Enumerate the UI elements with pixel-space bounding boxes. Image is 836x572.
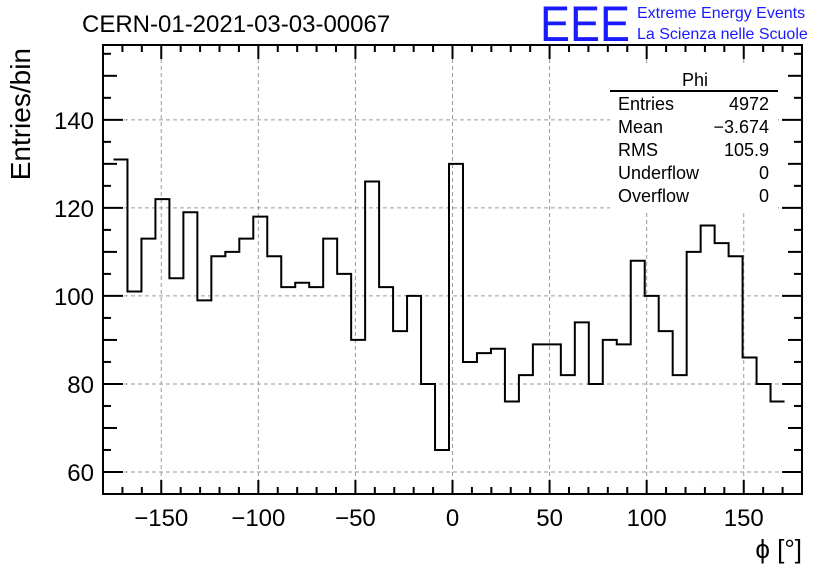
stats-row-label: Underflow: [618, 163, 700, 183]
stats-row-label: Overflow: [618, 186, 690, 206]
x-tick-label: 150: [724, 505, 764, 532]
stats-row-value: −3.674: [713, 117, 769, 137]
axis-tick-labels: −150 −100 −50 0 50 100 150 60 80 100 120 140: [54, 108, 764, 532]
eee-logo: EEE Extreme Energy Events La Scienza nel…: [540, 0, 808, 52]
x-tick-label: 0: [446, 505, 459, 532]
stats-row-value: 4972: [729, 94, 769, 114]
stats-row-label: Mean: [618, 117, 663, 137]
y-tick-label: 120: [54, 196, 94, 223]
x-tick-label: 100: [627, 505, 667, 532]
y-tick-label: 140: [54, 108, 94, 135]
x-axis-label: ϕ [°]: [755, 534, 802, 564]
stats-box: Phi Entries 4972 Mean −3.674 RMS 105.9 Underfl…: [610, 66, 778, 212]
chart-title: CERN-01-2021-03-03-00067: [82, 11, 390, 38]
y-tick-label: 100: [54, 284, 94, 311]
axis-ticks: [103, 45, 802, 495]
stats-row-value: 0: [759, 163, 769, 183]
x-tick-label: −150: [134, 505, 188, 532]
stats-box-name: Phi: [682, 70, 708, 90]
stats-row-value: 105.9: [724, 140, 769, 160]
stats-row-label: RMS: [618, 140, 658, 160]
stats-row-label: Entries: [618, 94, 674, 114]
x-tick-label: −50: [335, 505, 376, 532]
y-tick-label: 60: [67, 460, 94, 487]
eee-logo-line1: Extreme Energy Events: [637, 5, 805, 22]
y-axis-label: Entries/bin: [5, 48, 36, 180]
histogram-line: [113, 158, 785, 451]
x-tick-label: −100: [231, 505, 285, 532]
eee-logo-mark: EEE: [540, 0, 630, 52]
stats-row-value: 0: [759, 186, 769, 206]
y-tick-label: 80: [67, 372, 94, 399]
eee-logo-line2: La Scienza nelle Scuole: [637, 26, 808, 43]
x-tick-label: 50: [536, 505, 563, 532]
